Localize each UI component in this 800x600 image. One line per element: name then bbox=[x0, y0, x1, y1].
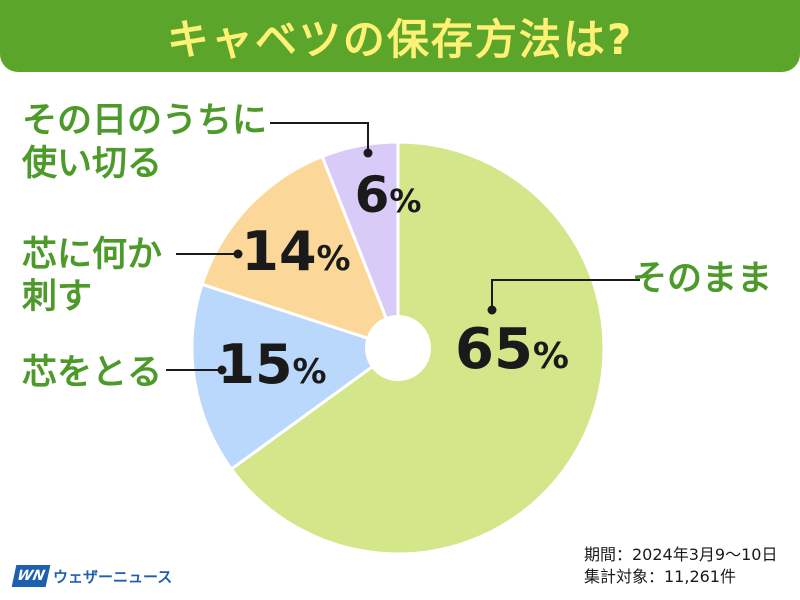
label-shin-toru: 芯をとる bbox=[22, 353, 162, 393]
title-bar: キャベツの保存方法は? bbox=[0, 0, 800, 72]
slice-shin-sasu-value: 14% bbox=[241, 220, 350, 283]
slice-shin-toru bbox=[190, 282, 402, 472]
leader-shin-sasu bbox=[176, 249, 243, 259]
logo-mark-icon: WN bbox=[11, 565, 51, 587]
slice-sonomama-value: 65% bbox=[455, 317, 569, 382]
survey-period: 期間：2024年3月9〜10日 bbox=[584, 545, 778, 564]
leader-shin-toru bbox=[166, 365, 227, 375]
leader-tsukaikiru bbox=[270, 122, 373, 158]
slice-tsukaikiru-value: 6% bbox=[355, 166, 422, 224]
survey-info: 期間：2024年3月9〜10日 集計対象：11,261件 bbox=[584, 544, 777, 588]
logo-text: ウェザーニュース bbox=[53, 567, 173, 586]
weathernews-logo: WN ウェザーニュース bbox=[11, 563, 173, 589]
label-sonomama: そのまま bbox=[632, 259, 772, 299]
label-tsukaikiru: その日のうちに使い切る bbox=[22, 101, 267, 184]
leader-sonomama bbox=[487, 279, 640, 315]
slice-shin-toru-value: 15% bbox=[217, 333, 326, 396]
chart-title: キャベツの保存方法は? bbox=[166, 14, 634, 64]
survey-count: 集計対象：11,261件 bbox=[584, 567, 736, 586]
label-shin-sasu: 芯に何か刺す bbox=[22, 235, 162, 317]
slice-shin-sasu bbox=[200, 154, 401, 351]
pie-center-hole bbox=[365, 315, 431, 381]
slice-tsukaikiru bbox=[320, 140, 400, 349]
